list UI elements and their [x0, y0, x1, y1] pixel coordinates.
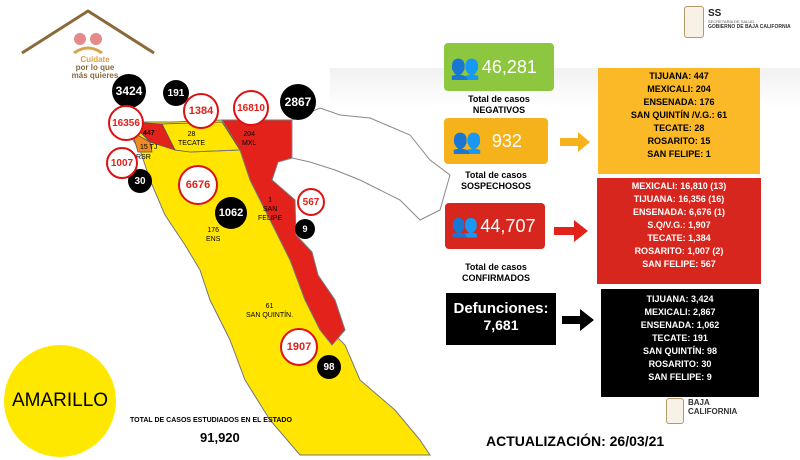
sospechosos-caption: Total de casos SOSPECHOSOS — [460, 170, 532, 191]
update-date: ACTUALIZACIÓN: 26/03/21 — [486, 433, 665, 449]
confirmados-box: 👥 44,707 — [445, 203, 545, 249]
label-tj-top: 447 — [143, 130, 155, 137]
negativos-box: 👥 46,281 — [444, 43, 554, 91]
top-band — [0, 0, 800, 75]
deaths-tijuana-circle: 3424 — [112, 74, 146, 108]
label-tj: 15 TJ — [140, 144, 158, 151]
deaths-ensenada-circle: 1062 — [215, 197, 247, 229]
defunciones-value: 7,681 — [483, 317, 519, 333]
ss-seal-icon — [684, 6, 704, 38]
label-tecate: 28 TECATE — [178, 131, 206, 147]
defunciones-detail: TIJUANA: 3,424 MEXICALI: 2,867 ENSENADA:… — [601, 289, 759, 397]
confirmed-tecate-circle: 1384 — [183, 93, 219, 129]
people-group-icon: 👥 — [450, 53, 480, 81]
status-color-circle: AMARILLO — [4, 345, 116, 457]
confirmed-ensenada-circle: 6676 — [178, 165, 218, 205]
confirmed-san-quintin-circle: 1907 — [280, 328, 318, 366]
label-ensenada: 176 ENS — [206, 227, 221, 243]
defunciones-label: Defunciones: — [453, 300, 549, 317]
arrow-right-icon — [560, 132, 590, 152]
sospechosos-value: 932 — [491, 130, 522, 151]
people-group-icon: 👥 — [451, 213, 479, 238]
confirmados-value: 44,707 — [480, 215, 536, 236]
confirmados-detail: MEXICALI: 16,810 (13) TIJUANA: 16,356 (1… — [597, 178, 761, 284]
status-label: AMARILLO — [11, 390, 109, 411]
arrow-right-icon — [554, 220, 588, 242]
bc-seal-icon — [666, 398, 684, 424]
confirmed-rosarito-circle: 1007 — [106, 147, 138, 179]
defunciones-box: Defunciones: 7,681 — [446, 293, 556, 345]
confirmados-caption: Total de casos CONFIRMADOS — [462, 262, 530, 283]
label-mxl: 204 MXL — [242, 131, 257, 147]
arrow-right-icon — [562, 309, 594, 331]
negativos-caption: Total de casos NEGATIVOS — [468, 94, 530, 115]
ss-logo: SS SECRETARÍA DE SALUD GOBIERNO DE BAJA … — [708, 8, 791, 30]
total-studied-value: 91,920 — [200, 430, 240, 445]
logo-tagline: Cuídate por lo que más quieres — [71, 55, 119, 80]
deaths-san-felipe-circle: 9 — [295, 219, 315, 239]
label-san-quintin: 61 SAN QUINTÍN. — [246, 303, 294, 319]
deaths-mexicali-circle: 2867 — [280, 84, 316, 120]
deaths-san-quintin-circle: 98 — [317, 355, 341, 379]
confirmed-tijuana-circle: 16356 — [108, 105, 144, 141]
confirmed-san-felipe-circle: 567 — [297, 188, 325, 216]
people-group-icon: 👥 — [452, 127, 482, 155]
confirmed-mexicali-circle: 16810 — [233, 90, 269, 126]
total-studied-label: TOTAL DE CASOS ESTUDIADOS EN EL ESTADO — [130, 417, 292, 424]
bc-logo: BAJA CALIFORNIA — [688, 398, 738, 416]
sospechosos-box: 👥 932 — [444, 118, 548, 164]
sospechosos-detail: TIJUANA: 447 MEXICALI: 204 ENSENADA: 176… — [598, 68, 760, 174]
negativos-value: 46,281 — [481, 56, 537, 77]
label-san-felipe: 1 SAN FELIPE — [258, 197, 283, 222]
house-logo-icon — [21, 9, 155, 55]
label-rsr: RSR — [136, 154, 151, 161]
